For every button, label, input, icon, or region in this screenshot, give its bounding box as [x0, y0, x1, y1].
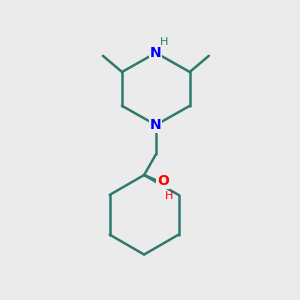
Text: O: O: [157, 174, 169, 188]
Text: N: N: [150, 118, 162, 132]
Text: H: H: [160, 37, 168, 46]
Text: N: N: [150, 46, 162, 60]
Text: H: H: [165, 191, 173, 201]
